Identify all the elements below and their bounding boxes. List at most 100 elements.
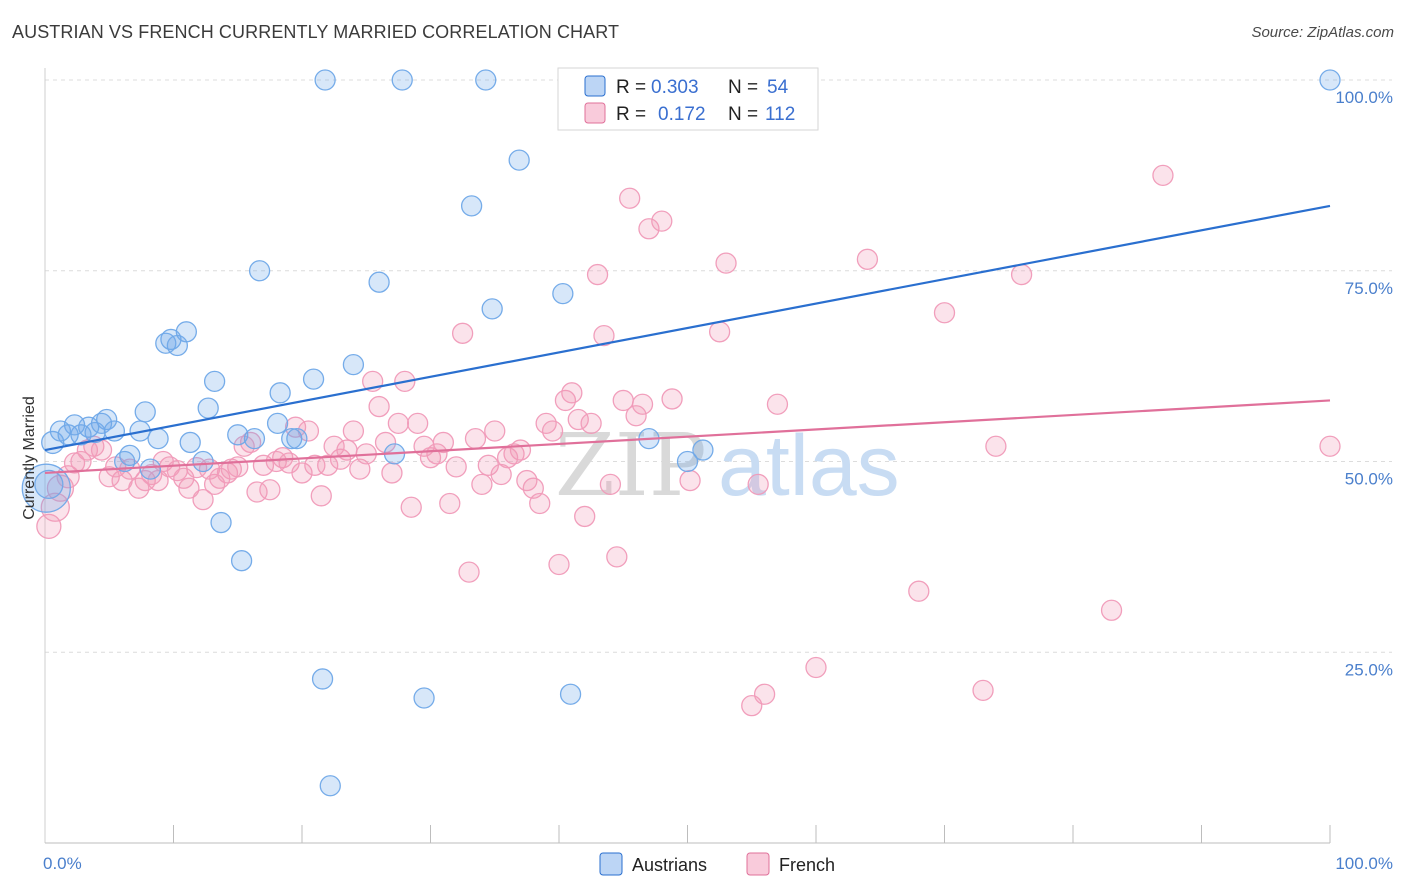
chart-title: AUSTRIAN VS FRENCH CURRENTLY MARRIED COR… xyxy=(12,22,620,42)
austrians-point xyxy=(368,271,390,293)
french-point xyxy=(40,492,70,522)
french-r-label: R = xyxy=(616,104,646,125)
y-axis-label: Currently Married xyxy=(21,396,38,520)
french-point xyxy=(586,263,609,286)
french-point xyxy=(638,218,660,240)
french-point xyxy=(908,580,930,602)
french-point xyxy=(259,479,281,501)
y-tick-label: 25.0% xyxy=(1345,660,1393,679)
austrians-point xyxy=(230,550,253,572)
french-point xyxy=(458,561,480,583)
french-point xyxy=(46,474,75,502)
austrians-point xyxy=(281,427,303,450)
austrians-point xyxy=(197,397,219,419)
austrians-point xyxy=(34,469,64,500)
french-point xyxy=(451,322,474,344)
source-label: Source: ZipAtlas.com xyxy=(1251,24,1394,41)
french-point xyxy=(574,505,596,528)
french-point xyxy=(317,454,339,476)
french-point xyxy=(856,248,879,270)
french-point xyxy=(661,388,683,410)
austrians-point xyxy=(175,321,198,343)
french-point xyxy=(291,462,313,484)
austrians-point xyxy=(1319,69,1341,91)
french-point xyxy=(1010,263,1033,286)
french-point xyxy=(387,412,410,435)
legend-french-label: French xyxy=(779,855,835,875)
french-points xyxy=(36,164,1341,717)
austrians-point xyxy=(119,444,141,467)
french-point xyxy=(419,447,442,469)
french-point xyxy=(561,382,583,404)
austrians-point xyxy=(391,69,413,91)
french-point xyxy=(715,252,737,274)
series-legend: Austrians French xyxy=(599,852,835,876)
french-point xyxy=(766,393,789,415)
austrians-r-value: 0.303 xyxy=(651,77,699,98)
french-point xyxy=(227,456,249,478)
french-point xyxy=(310,485,332,507)
legend-austrians-swatch xyxy=(599,852,623,876)
french-point xyxy=(471,473,493,496)
french-point xyxy=(406,412,429,435)
austrians-point xyxy=(413,687,435,709)
austrians-point xyxy=(147,427,169,450)
y-tick-label: 50.0% xyxy=(1345,470,1393,489)
austrians-point xyxy=(179,431,201,454)
french-n-label: N = xyxy=(728,104,758,125)
french-swatch xyxy=(584,102,606,124)
french-point xyxy=(484,420,506,442)
austrians-point xyxy=(269,382,291,404)
x-tick-labels: 0.0% 100.0% xyxy=(43,854,1393,873)
austrians-point xyxy=(508,149,530,171)
y-tick-label: 75.0% xyxy=(1345,279,1393,298)
french-point xyxy=(192,488,214,511)
watermark: ZIP atlas xyxy=(555,416,900,516)
french-point xyxy=(1319,435,1341,457)
austrians-point xyxy=(552,282,574,305)
french-point xyxy=(651,210,673,232)
y-tick-label: 100.0% xyxy=(1335,88,1393,107)
french-point xyxy=(400,496,422,518)
austrians-trend-line xyxy=(44,204,1331,452)
french-point xyxy=(36,513,62,540)
austrians-point xyxy=(21,463,71,513)
french-point xyxy=(178,477,200,499)
french-point xyxy=(134,469,156,492)
austrians-swatch xyxy=(584,75,606,97)
austrians-n-value: 54 xyxy=(767,77,789,98)
austrians-n-label: N = xyxy=(728,77,758,98)
austrians-point xyxy=(475,69,497,91)
austrians-point xyxy=(203,370,226,393)
austrians-point xyxy=(227,424,249,446)
french-point xyxy=(541,420,564,442)
austrians-point xyxy=(210,511,232,534)
austrians-point xyxy=(314,69,336,91)
austrians-point xyxy=(481,298,503,320)
austrians-point xyxy=(302,368,325,390)
austrians-point xyxy=(286,427,308,450)
french-point xyxy=(606,546,628,568)
french-point xyxy=(972,679,994,702)
french-point xyxy=(1152,164,1174,187)
austrians-points xyxy=(21,69,1341,797)
stats-legend: R = 0.303 N = 54 R = 0.172 N = 112 xyxy=(557,67,819,131)
french-point xyxy=(619,187,641,209)
french-point xyxy=(1100,599,1123,621)
austrians-point xyxy=(692,439,714,461)
x-tick-label: 0.0% xyxy=(43,854,82,873)
french-point xyxy=(593,324,615,347)
austrians-point xyxy=(134,401,156,423)
french-point xyxy=(599,473,622,496)
french-trend-line xyxy=(44,399,1331,475)
french-n-value: 112 xyxy=(765,104,795,125)
french-point xyxy=(503,443,525,465)
austrians-point xyxy=(559,683,582,705)
french-point xyxy=(490,463,512,486)
french-point xyxy=(426,443,448,465)
austrians-point xyxy=(160,328,182,351)
french-point xyxy=(805,656,827,679)
french-point xyxy=(747,473,769,496)
austrians-point xyxy=(248,260,271,282)
legend-austrians-label: Austrians xyxy=(632,855,707,875)
